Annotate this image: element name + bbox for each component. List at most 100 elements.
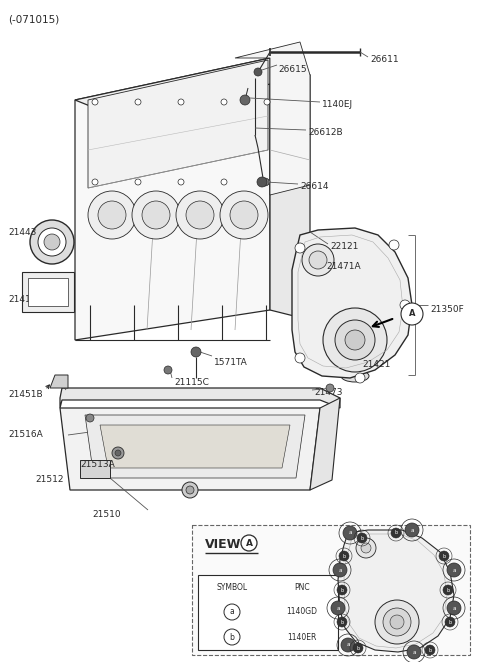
- Circle shape: [339, 551, 349, 561]
- Polygon shape: [50, 375, 68, 388]
- Text: b: b: [429, 647, 432, 653]
- Text: 21513A: 21513A: [80, 460, 115, 469]
- Text: 1571TA: 1571TA: [214, 358, 248, 367]
- Circle shape: [401, 303, 423, 325]
- Circle shape: [30, 220, 74, 264]
- Text: PNC: PNC: [294, 583, 310, 592]
- Circle shape: [112, 447, 124, 459]
- Circle shape: [425, 645, 435, 655]
- Text: a: a: [338, 567, 342, 573]
- Text: b: b: [360, 536, 363, 540]
- Polygon shape: [292, 228, 412, 378]
- Circle shape: [309, 251, 327, 269]
- Circle shape: [389, 240, 399, 250]
- Circle shape: [240, 95, 250, 105]
- Circle shape: [447, 601, 461, 615]
- Text: 26615: 26615: [278, 65, 307, 74]
- Text: 1140GD: 1140GD: [287, 608, 317, 616]
- Circle shape: [341, 638, 355, 652]
- Polygon shape: [235, 42, 310, 195]
- Circle shape: [257, 177, 267, 187]
- Circle shape: [353, 643, 363, 653]
- Text: 21414: 21414: [8, 295, 36, 304]
- Circle shape: [355, 373, 365, 383]
- Text: a: a: [452, 606, 456, 610]
- Text: A: A: [245, 538, 252, 547]
- Circle shape: [191, 347, 201, 357]
- Text: a: a: [452, 567, 456, 573]
- Text: b: b: [446, 587, 450, 592]
- Polygon shape: [60, 388, 340, 408]
- Polygon shape: [310, 398, 340, 490]
- Text: a: a: [229, 608, 234, 616]
- Circle shape: [345, 330, 365, 350]
- Circle shape: [178, 99, 184, 105]
- Circle shape: [443, 585, 453, 595]
- Text: A: A: [409, 310, 415, 318]
- Circle shape: [295, 243, 305, 253]
- Circle shape: [333, 563, 347, 577]
- Text: 21512: 21512: [35, 475, 63, 484]
- Circle shape: [326, 384, 334, 392]
- Text: 21473: 21473: [314, 388, 343, 397]
- Circle shape: [390, 615, 404, 629]
- Circle shape: [400, 300, 410, 310]
- Circle shape: [92, 99, 98, 105]
- FancyBboxPatch shape: [198, 575, 338, 650]
- Circle shape: [375, 600, 419, 644]
- Text: a: a: [410, 528, 414, 532]
- Circle shape: [135, 179, 141, 185]
- Circle shape: [164, 366, 172, 374]
- Circle shape: [383, 608, 411, 636]
- Text: VIEW: VIEW: [205, 538, 241, 551]
- Circle shape: [445, 617, 455, 627]
- Circle shape: [98, 201, 126, 229]
- Circle shape: [302, 244, 334, 276]
- Circle shape: [447, 563, 461, 577]
- Circle shape: [224, 604, 240, 620]
- Circle shape: [331, 601, 345, 615]
- Circle shape: [264, 179, 270, 185]
- Text: 1140ER: 1140ER: [288, 632, 317, 641]
- Text: 21443: 21443: [8, 228, 36, 237]
- Text: 22121: 22121: [330, 242, 359, 251]
- Circle shape: [356, 538, 376, 558]
- Circle shape: [254, 68, 262, 76]
- Circle shape: [176, 191, 224, 239]
- Circle shape: [186, 201, 214, 229]
- Circle shape: [361, 543, 371, 553]
- Ellipse shape: [341, 370, 369, 382]
- Text: b: b: [448, 620, 452, 624]
- Text: b: b: [342, 553, 346, 559]
- Circle shape: [323, 308, 387, 372]
- Text: b: b: [443, 553, 445, 559]
- Text: 26611: 26611: [370, 55, 398, 64]
- Text: a: a: [412, 649, 416, 655]
- FancyBboxPatch shape: [28, 278, 68, 306]
- Text: b: b: [340, 587, 344, 592]
- Circle shape: [132, 191, 180, 239]
- Text: 21451B: 21451B: [8, 390, 43, 399]
- Text: 21510: 21510: [92, 510, 120, 519]
- Circle shape: [264, 99, 270, 105]
- Circle shape: [88, 191, 136, 239]
- FancyBboxPatch shape: [192, 525, 470, 655]
- Text: 21350F: 21350F: [430, 305, 464, 314]
- Text: a: a: [346, 643, 350, 647]
- Circle shape: [337, 617, 347, 627]
- Text: b: b: [357, 645, 360, 651]
- Circle shape: [44, 234, 60, 250]
- Circle shape: [115, 450, 121, 456]
- Text: 26614: 26614: [300, 182, 328, 191]
- Text: b: b: [229, 632, 234, 641]
- Text: 26612B: 26612B: [308, 128, 343, 137]
- Circle shape: [343, 526, 357, 540]
- Text: 21471A: 21471A: [326, 262, 360, 271]
- Circle shape: [220, 191, 268, 239]
- Text: 21421: 21421: [362, 360, 390, 369]
- Circle shape: [295, 353, 305, 363]
- Circle shape: [357, 533, 367, 543]
- Circle shape: [335, 320, 375, 360]
- Circle shape: [38, 228, 66, 256]
- Circle shape: [224, 629, 240, 645]
